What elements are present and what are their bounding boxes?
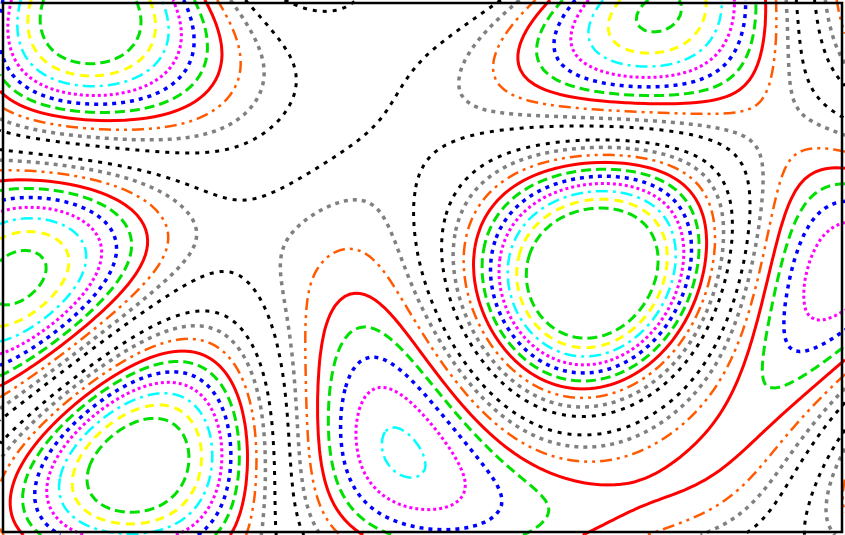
contour-line	[0, 0, 708, 526]
contour-line	[0, 0, 683, 514]
contour-line	[0, 0, 723, 535]
